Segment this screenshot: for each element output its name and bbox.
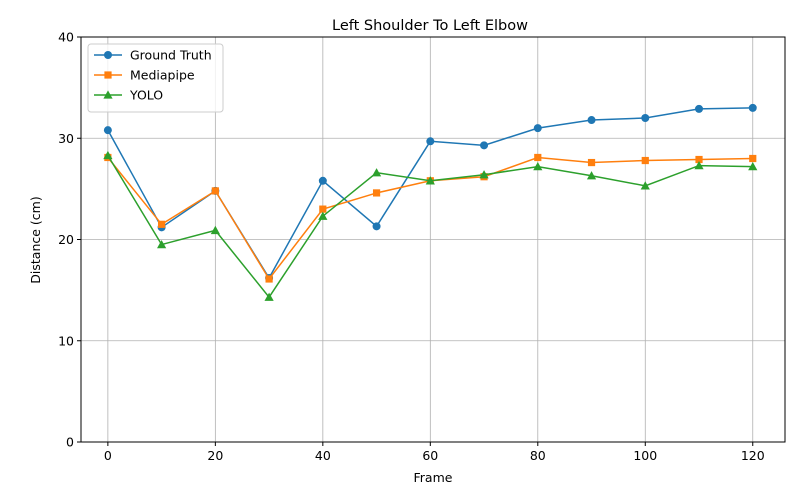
data-point-ground-truth [533,124,542,133]
data-point-yolo [210,225,220,235]
data-point-yolo [157,239,167,249]
chart-title: Left Shoulder To Left Elbow [332,18,528,34]
series-layer [103,103,758,301]
data-point-yolo [479,170,489,179]
data-point-yolo [694,160,704,170]
data-point-ground-truth [318,176,327,185]
x-tick-label: 60 [422,448,438,463]
data-point-ground-truth [372,222,381,231]
x-tick-label: 40 [315,448,331,463]
data-point-yolo [425,176,435,185]
data-point-yolo [533,162,543,171]
legend-label: Ground Truth [130,48,212,63]
legend-item-mediapipe: Mediapipe [94,68,195,83]
data-point-mediapipe [641,156,649,165]
data-point-yolo [264,292,274,301]
data-point-ground-truth [641,114,650,122]
data-point-mediapipe [695,155,703,164]
data-point-mediapipe [534,153,542,162]
legend-marker [103,90,113,99]
x-tick-label: 120 [741,448,765,463]
y-axis: 0 10 20 30 40 [58,30,81,450]
x-tick-label: 20 [207,448,223,463]
data-point-yolo [586,171,597,180]
y-axis-label: Distance (cm) [28,196,43,283]
data-point-mediapipe [587,158,596,167]
legend-label: Mediapipe [130,68,195,83]
series-yolo [103,150,758,301]
y-tick-label: 10 [58,333,74,348]
x-axis-label: Frame [414,470,453,485]
data-point-mediapipe [372,189,381,197]
y-tick-label: 40 [58,30,74,45]
data-point-mediapipe [319,205,327,213]
x-tick-label: 0 [104,448,112,463]
legend-marker [104,71,112,79]
legend-label: YOLO [129,88,163,103]
y-tick-label: 30 [58,131,74,146]
data-point-ground-truth [748,103,757,112]
data-point-mediapipe [265,275,273,283]
data-point-yolo [371,168,382,177]
data-point-yolo [318,211,328,220]
data-point-mediapipe [749,154,757,163]
data-point-ground-truth [103,126,112,135]
data-point-ground-truth [426,137,435,146]
y-tick-label: 0 [66,435,74,450]
data-point-ground-truth [587,116,596,125]
y-tick-label: 20 [58,232,74,247]
x-tick-label: 100 [633,448,657,463]
legend-marker [104,51,112,59]
x-axis: 0 20 40 60 80 100 120 [104,442,765,463]
data-point-mediapipe [211,187,219,195]
legend-item-yolo: YOLO [94,88,163,103]
data-point-yolo [748,162,758,171]
data-point-ground-truth [695,104,704,113]
legend: Ground Truth Mediapipe YOLO [87,43,224,113]
data-point-ground-truth [480,141,489,150]
data-point-yolo [103,150,113,160]
x-tick-label: 80 [530,448,546,463]
legend-item-ground-truth: Ground Truth [94,48,212,63]
data-point-yolo [640,181,650,190]
data-point-mediapipe [158,220,166,228]
